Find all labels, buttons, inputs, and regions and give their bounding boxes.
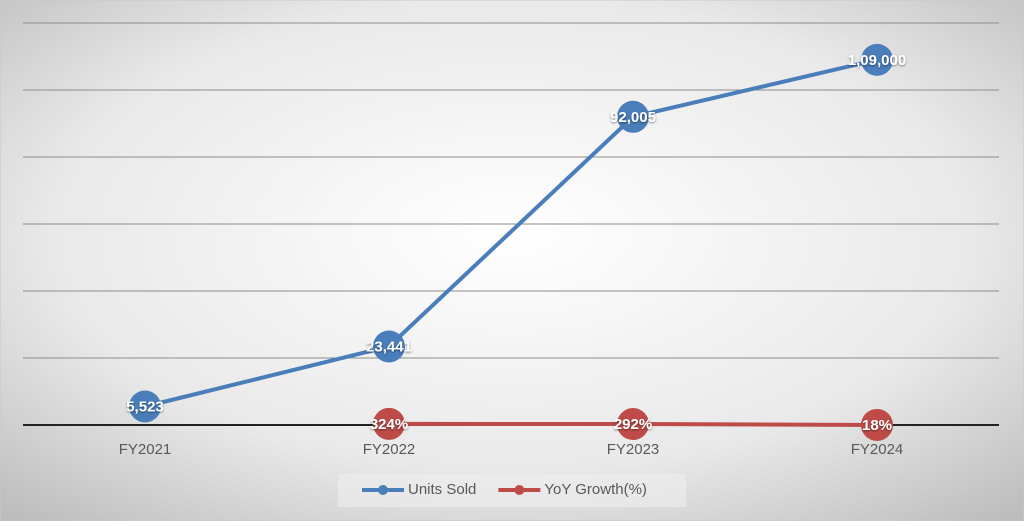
- data-label: 5,523: [126, 398, 164, 415]
- legend-marker: [378, 485, 388, 495]
- x-tick-label: FY2021: [119, 441, 172, 458]
- series-line: [144, 57, 878, 409]
- marker: [617, 408, 649, 441]
- legend-label: YoY Growth(%): [544, 481, 647, 498]
- legend-label: Units Sold: [408, 481, 476, 498]
- marker: [861, 43, 893, 76]
- marker: [861, 408, 893, 441]
- data-label: 18%: [862, 417, 892, 434]
- marker: [617, 100, 649, 133]
- x-tick-label: FY2024: [851, 441, 904, 458]
- marker: [373, 407, 405, 440]
- data-label: 1,09,000: [848, 52, 906, 69]
- marker: [129, 390, 161, 423]
- data-label: 292%: [614, 416, 652, 433]
- marker: [373, 330, 405, 363]
- x-tick-label: FY2023: [607, 441, 660, 458]
- data-label: 324%: [370, 416, 408, 433]
- x-tick-label: FY2022: [363, 441, 416, 458]
- data-label: 23,441: [366, 338, 412, 355]
- data-label: 92,005: [610, 109, 656, 126]
- legend-marker: [514, 485, 525, 495]
